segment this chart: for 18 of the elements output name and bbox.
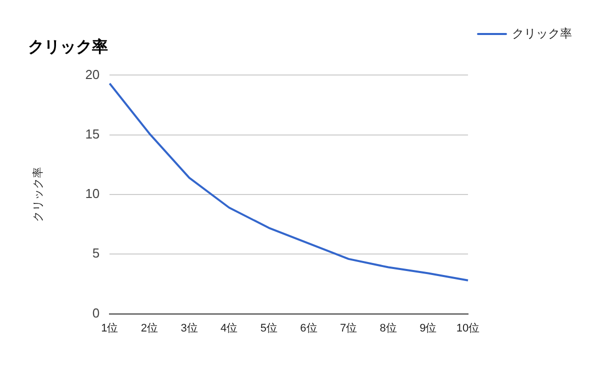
chart-title: クリック率 (28, 37, 108, 56)
y-tick-label: 10 (85, 186, 100, 202)
y-tick-label: 20 (85, 66, 100, 82)
x-tick-label: 7位 (340, 322, 358, 334)
x-tick-label: 6位 (300, 322, 318, 334)
y-axis-title: クリック率 (32, 167, 45, 222)
x-tick-label: 10位 (456, 322, 480, 334)
x-tick-label: 8位 (380, 322, 397, 334)
y-tick-label: 0 (92, 305, 100, 320)
x-tick-label: 4位 (220, 322, 238, 334)
x-tick-label: 1位 (101, 322, 118, 334)
y-tick-label: 5 (92, 246, 100, 261)
y-tick-label: 15 (85, 126, 100, 142)
x-tick-label: 3位 (180, 322, 198, 334)
legend-label: クリック率 (512, 26, 572, 40)
x-tick-label: 2位 (140, 322, 158, 334)
x-tick-label: 9位 (420, 322, 437, 334)
x-tick-label: 5位 (260, 322, 278, 334)
